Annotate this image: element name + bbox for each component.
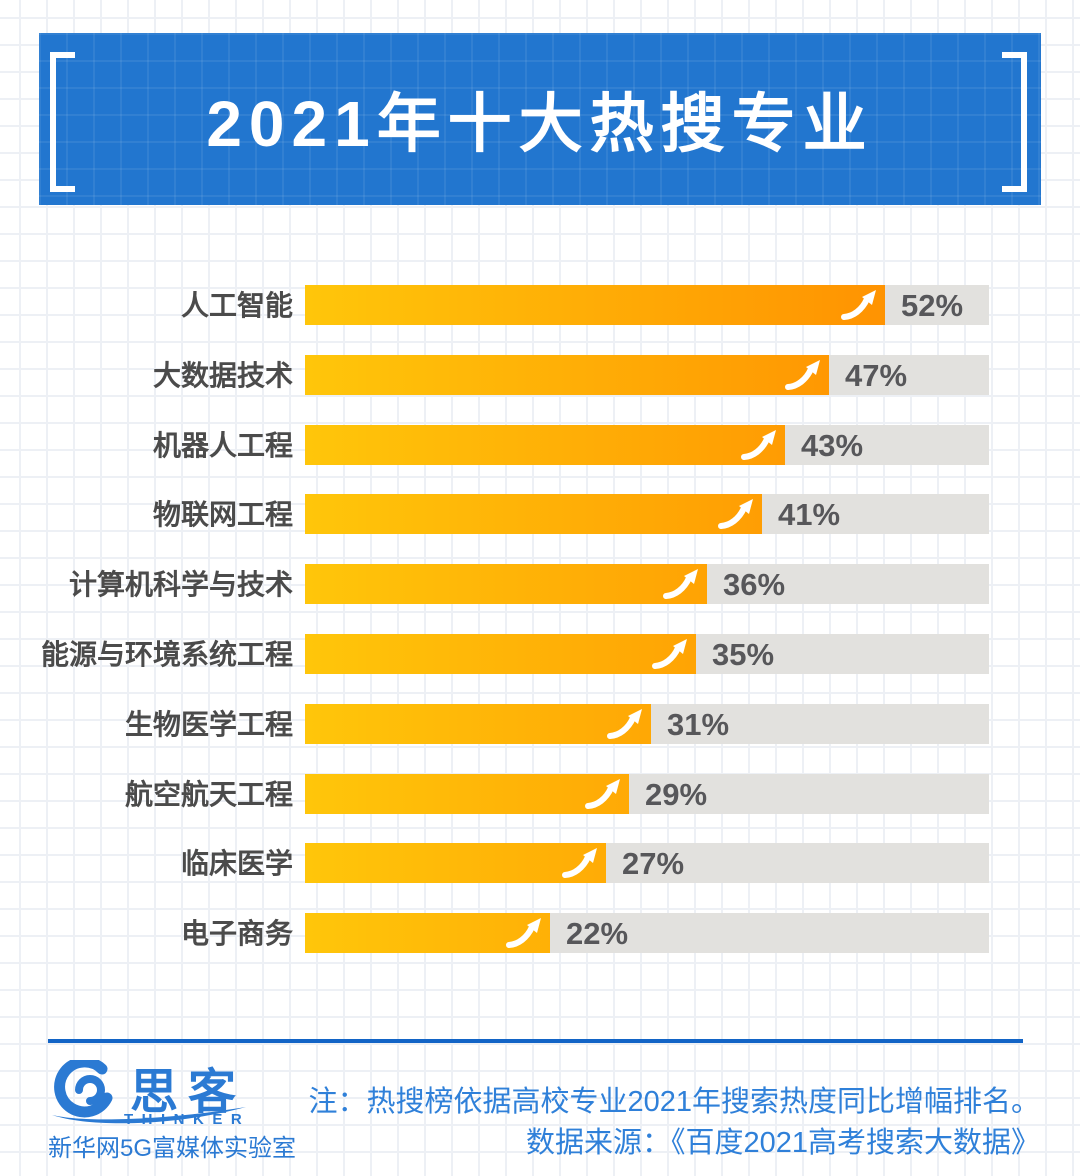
bar-row: 能源与环境系统工程 35% [0, 634, 1080, 674]
page-title: 2021年十大热搜专业 [206, 88, 874, 160]
bar-track: 31% [305, 704, 989, 744]
bar-label: 物联网工程 [152, 499, 293, 530]
bar-fill [305, 704, 651, 744]
header-banner: 2021年十大热搜专业 [39, 33, 1041, 205]
trend-up-arrow-icon [585, 779, 620, 809]
bar-value: 27% [622, 846, 685, 881]
bar-fill [305, 774, 629, 814]
bar-row: 计算机科学与技术 36% [0, 564, 1080, 604]
bar-label: 机器人工程 [152, 430, 293, 461]
bar-fill [305, 425, 785, 465]
bar-value: 47% [845, 358, 908, 393]
trend-up-arrow-icon [663, 569, 698, 599]
thinker-spiral-icon [52, 1060, 246, 1124]
bar-row: 人工智能 52% [0, 285, 1080, 325]
bar-fill [305, 634, 696, 674]
bar-value: 52% [901, 288, 964, 323]
bar-fill [305, 564, 707, 604]
org-name: 新华网5G富媒体实验室 [48, 1135, 297, 1162]
bar-value: 31% [667, 707, 730, 742]
bar-fill [305, 285, 885, 325]
brand-subtitle: THINKER [124, 1111, 251, 1128]
bar-value: 35% [712, 637, 775, 672]
bar-label: 生物医学工程 [124, 709, 293, 740]
trend-up-arrow-icon [741, 430, 776, 460]
bar-row: 生物医学工程 31% [0, 704, 1080, 744]
bar-track: 36% [305, 564, 989, 604]
bar-row: 大数据技术 47% [0, 355, 1080, 395]
bar-row: 物联网工程 41% [0, 494, 1080, 534]
right-bracket-decoration [1002, 52, 1027, 192]
trend-up-arrow-icon [506, 918, 541, 948]
footnotes: 注：热搜榜依据高校专业2021年搜索热度同比增幅排名。 数据来源：《百度2021… [308, 1082, 1040, 1164]
trend-up-arrow-icon [785, 360, 820, 390]
bar-row: 电子商务 22% [0, 913, 1080, 953]
trend-up-arrow-icon [562, 848, 597, 878]
bar-label: 临床医学 [180, 848, 293, 879]
footnote-ranking: 注：热搜榜依据高校专业2021年搜索热度同比增幅排名。 [308, 1086, 1040, 1118]
bar-label: 航空航天工程 [124, 779, 293, 810]
bar-row: 航空航天工程 29% [0, 774, 1080, 814]
bar-row: 临床医学 27% [0, 843, 1080, 883]
footnote-source: 数据来源：《百度2021高考搜索大数据》 [525, 1127, 1040, 1159]
brand-logo: 思客 THINKER 新华网5G富媒体实验室 [46, 1054, 296, 1166]
bar-label: 电子商务 [180, 918, 293, 949]
bar-chart: 人工智能 52% 大数据技术 [0, 285, 1080, 953]
bar-fill [305, 355, 829, 395]
bar-label: 能源与环境系统工程 [40, 639, 293, 670]
bar-track: 27% [305, 843, 989, 883]
bar-track: 29% [305, 774, 989, 814]
bar-label: 人工智能 [180, 290, 293, 321]
bar-track: 41% [305, 494, 989, 534]
bar-track: 35% [305, 634, 989, 674]
bar-track: 22% [305, 913, 989, 953]
bar-value: 29% [645, 777, 708, 812]
brand-name: 思客 [130, 1066, 247, 1119]
bar-fill [305, 913, 550, 953]
footer-divider [48, 1039, 1023, 1043]
bar-value: 41% [778, 497, 841, 532]
trend-up-arrow-icon [652, 639, 687, 669]
bar-fill [305, 843, 606, 883]
bar-value: 43% [801, 428, 864, 463]
bar-label: 计算机科学与技术 [68, 569, 293, 600]
trend-up-arrow-icon [841, 290, 876, 320]
bar-label: 大数据技术 [152, 360, 293, 391]
bar-value: 22% [566, 916, 629, 951]
left-bracket-decoration [50, 52, 75, 192]
bar-track: 43% [305, 425, 989, 465]
trend-up-arrow-icon [607, 709, 642, 739]
bar-track: 47% [305, 355, 989, 395]
bar-fill [305, 494, 762, 534]
trend-up-arrow-icon [718, 499, 753, 529]
bar-track: 52% [305, 285, 989, 325]
bar-row: 机器人工程 43% [0, 425, 1080, 465]
bar-value: 36% [723, 567, 786, 602]
